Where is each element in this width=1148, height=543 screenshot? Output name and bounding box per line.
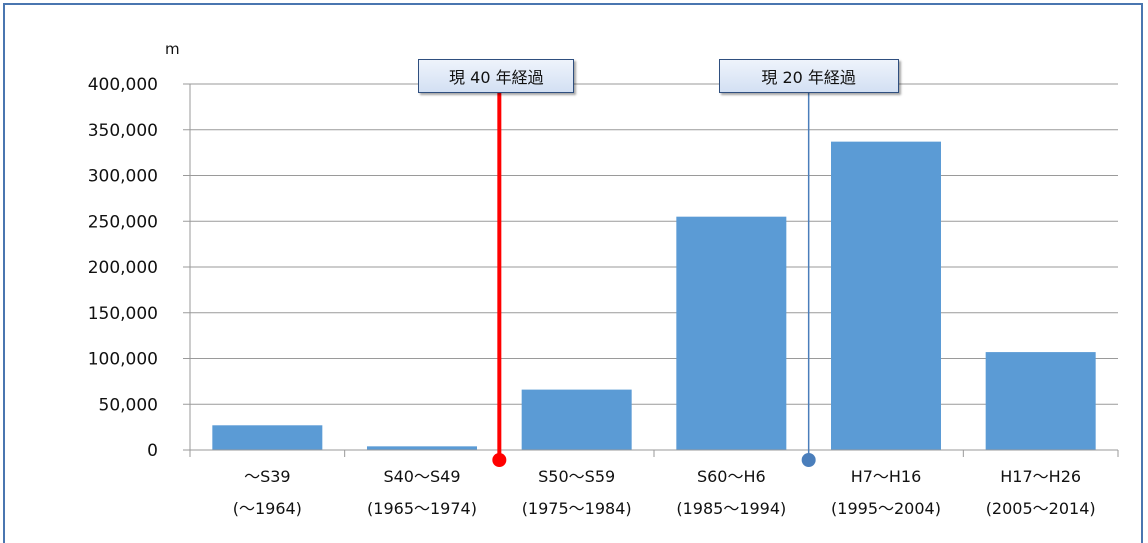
annotation-marker [492, 453, 507, 467]
x-tick-label: H17～H26 [1000, 467, 1081, 486]
x-tick-label: (1985～1994) [676, 499, 786, 518]
bar [212, 425, 323, 450]
y-tick-label: 100,000 [88, 350, 158, 370]
annotation-marker [801, 453, 816, 467]
bar [985, 352, 1096, 450]
annotation-callout: 現 20 年経過 [718, 59, 899, 93]
x-tick-label: S60～H6 [697, 467, 766, 486]
y-tick-label: 300,000 [88, 167, 158, 187]
y-tick-label: 150,000 [88, 304, 158, 324]
y-tick-label: 200,000 [88, 258, 158, 278]
bar [831, 141, 941, 450]
x-tick-label: (1975～1984) [522, 499, 632, 518]
y-tick-label: 0 [147, 441, 158, 461]
x-tick-label: H7～H16 [851, 467, 922, 486]
x-tick-label: (1995～2004) [831, 499, 941, 518]
bar [676, 216, 787, 450]
bar [521, 389, 632, 450]
y-tick-label: 250,000 [88, 212, 158, 232]
x-tick-label: S40～S49 [383, 467, 460, 486]
y-unit-label: m [165, 40, 180, 58]
annotation-callout: 現 40 年経過 [418, 59, 575, 93]
bar [367, 446, 477, 450]
chart-frame [3, 3, 1143, 543]
x-tick-label: (2005～2014) [986, 499, 1096, 518]
y-tick-label: 350,000 [88, 121, 158, 141]
x-tick-label: ～S39 [244, 467, 291, 486]
y-tick-label: 400,000 [88, 75, 158, 95]
x-tick-label: S50～S59 [538, 467, 615, 486]
x-tick-label: (～1964) [233, 499, 302, 518]
y-tick-label: 50,000 [99, 395, 158, 415]
x-tick-label: (1965～1974) [367, 499, 477, 518]
